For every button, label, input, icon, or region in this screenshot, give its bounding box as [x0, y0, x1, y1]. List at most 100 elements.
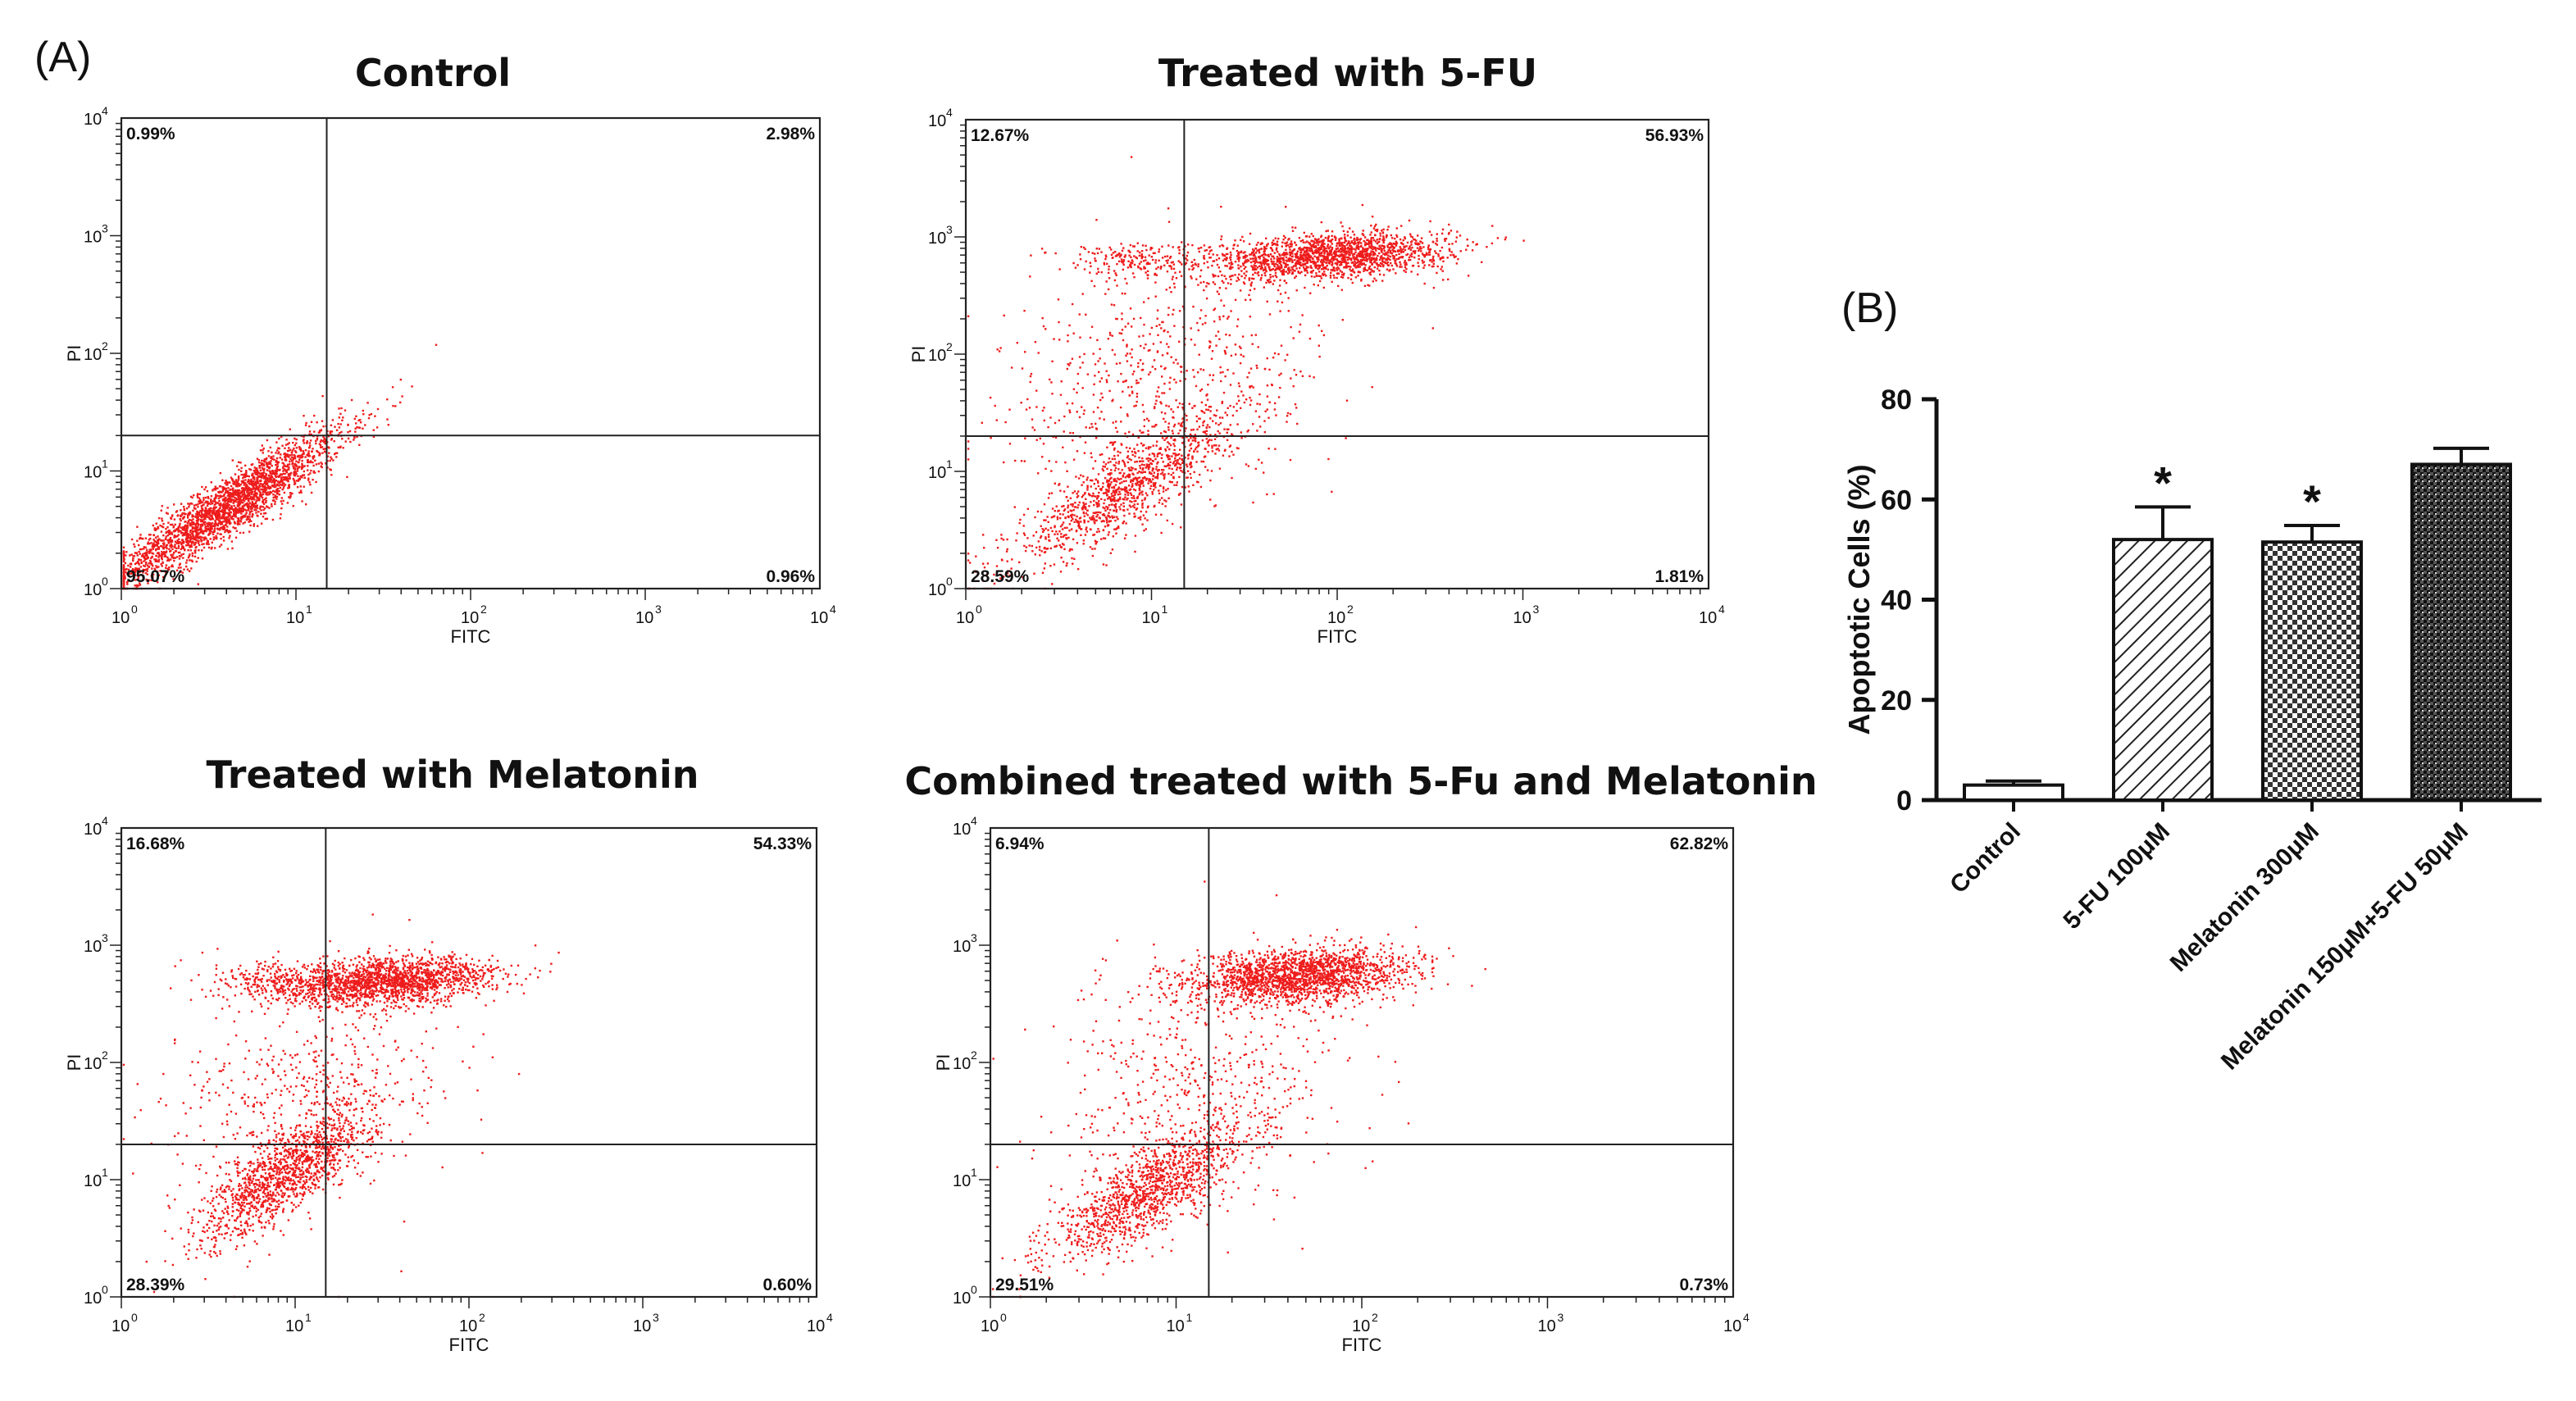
quadrant-lower-left: 95.07% — [126, 567, 185, 586]
y-tick-label: 10 — [953, 1290, 971, 1308]
y-tick-label: 10 — [928, 112, 946, 130]
x-tick-label: 10 — [635, 609, 653, 627]
y-tick-label: 10 — [84, 229, 102, 247]
flow-plot-1: 10 010 010 110 110 210 210 310 310 410 4FITCPI0.99… — [64, 104, 836, 647]
quadrant-lower-left: 28.39% — [126, 1276, 185, 1294]
quadrant-lower-left: 28.59% — [971, 567, 1030, 586]
significance-star: * — [2303, 475, 2321, 527]
bar-chart: 0 20 40 60 80 Apoptotic Cells (%) Control * 5-FU… — [1842, 384, 2542, 1076]
x-tick-label: 10 — [633, 1317, 651, 1335]
plot-frame — [964, 118, 1710, 590]
x-tick-exponent: 0 — [976, 603, 982, 616]
x-tick-label: 10 — [286, 609, 304, 627]
population-scattered — [122, 913, 521, 1299]
x-tick-label: 10 — [810, 609, 828, 627]
x-tick-label: 10 — [461, 609, 479, 627]
x-tick-exponent: 1 — [306, 603, 312, 616]
y-tick-exponent: 2 — [971, 1048, 977, 1062]
population-viable — [122, 343, 438, 590]
category-label: 5-FU 100μM — [2059, 818, 2175, 935]
x-tick-label: 10 — [1538, 1317, 1556, 1335]
bar-3 — [2261, 540, 2363, 802]
y-tick-exponent: 2 — [102, 1048, 108, 1062]
y-tick-exponent: 0 — [102, 1283, 108, 1296]
x-tick-exponent: 0 — [131, 603, 138, 616]
y-tick-label: 10 — [928, 464, 946, 482]
population-late-apoptotic — [1136, 216, 1525, 299]
x-axis-label: FITC — [451, 626, 491, 647]
title-5fu: Treated with 5-FU — [1158, 51, 1538, 95]
x-tick-label: 10 — [112, 609, 130, 627]
x-tick-exponent: 4 — [1718, 603, 1725, 616]
x-tick-exponent: 3 — [1558, 1311, 1564, 1324]
y-axis-label: Apoptotic Cells (%) — [1842, 465, 1876, 735]
x-tick-label: 10 — [981, 1317, 999, 1335]
x-tick-exponent: 2 — [1372, 1311, 1378, 1324]
quadrant-upper-left: 12.67% — [971, 126, 1030, 145]
y-tick-label: 10 — [953, 1172, 971, 1190]
y-tick-label: 10 — [84, 464, 102, 482]
quadrant-upper-left: 6.94% — [995, 835, 1045, 853]
y-tick-exponent: 0 — [946, 575, 953, 588]
flow-plot-4: 10 010 010 110 110 210 210 310 310 410 4FITCPI6.94… — [933, 814, 1750, 1355]
x-tick-label: 10 — [112, 1317, 130, 1335]
x-tick-exponent: 2 — [480, 603, 487, 616]
quadrant-upper-right: 62.82% — [1670, 835, 1729, 853]
y-tick-exponent: 3 — [102, 931, 108, 944]
y-tick-label: 10 — [953, 1055, 971, 1073]
y-tick-exponent: 1 — [946, 457, 953, 471]
y-tick-label: 10 — [84, 1055, 102, 1073]
x-tick-exponent: 0 — [1000, 1311, 1007, 1324]
quadrant-lower-right: 0.60% — [762, 1276, 812, 1294]
panel-label-b: (B) — [1841, 284, 1899, 332]
population-viable — [991, 1073, 1300, 1299]
quadrant-lower-right: 0.73% — [1679, 1276, 1728, 1294]
y-tick-label: 10 — [84, 1290, 102, 1308]
x-axis-label: FITC — [449, 1335, 489, 1355]
x-tick-label: 10 — [1327, 609, 1345, 627]
x-tick-label: 10 — [1723, 1317, 1741, 1335]
y-tick-label: 80 — [1881, 384, 1912, 416]
panel-label-a: (A) — [34, 34, 92, 81]
bar-1 — [1963, 783, 2064, 802]
y-tick-exponent: 4 — [102, 814, 108, 827]
y-tick-exponent: 0 — [102, 575, 108, 588]
y-tick-label: 10 — [928, 347, 946, 365]
y-tick-exponent: 1 — [102, 457, 108, 471]
population-late-apoptotic — [1090, 926, 1486, 1026]
population-viable — [145, 1049, 433, 1294]
quadrant-upper-left: 16.68% — [126, 835, 185, 853]
category-label: Melatonin 150μM+5-FU 50μM — [2216, 818, 2474, 1076]
category-label: Melatonin 300μM — [2165, 818, 2324, 977]
population-viable — [967, 375, 1295, 590]
quadrant-lower-right: 1.81% — [1654, 567, 1704, 586]
x-tick-label: 10 — [1142, 609, 1160, 627]
y-tick-label: 10 — [84, 346, 102, 364]
x-tick-exponent: 4 — [1743, 1311, 1750, 1324]
y-tick-exponent: 3 — [946, 223, 953, 236]
quadrant-lower-left: 29.51% — [995, 1276, 1054, 1294]
quadrant-upper-right: 54.33% — [753, 835, 812, 853]
flow-plot-2: 10 010 010 110 110 210 210 310 310 410 4FITCPI12.6… — [908, 106, 1725, 647]
y-tick-exponent: 3 — [971, 931, 977, 944]
y-tick-exponent: 2 — [102, 339, 108, 353]
y-tick-exponent: 3 — [102, 222, 108, 235]
flow-plot-3: 10 010 010 110 110 210 210 310 310 410 4FITCPI16.6… — [64, 814, 833, 1355]
bar-2 — [2112, 538, 2214, 803]
y-tick-exponent: 4 — [102, 104, 108, 117]
x-tick-exponent: 1 — [1162, 603, 1168, 616]
event-dots — [122, 913, 560, 1299]
x-tick-exponent: 4 — [826, 1311, 833, 1324]
quadrant-upper-right: 2.98% — [766, 125, 815, 143]
x-tick-label: 10 — [807, 1317, 825, 1335]
y-tick-exponent: 2 — [946, 340, 953, 353]
y-tick-label: 10 — [84, 581, 102, 599]
x-tick-label: 10 — [1167, 1317, 1185, 1335]
category-label: Control — [1945, 818, 2026, 899]
x-tick-exponent: 3 — [1533, 603, 1540, 616]
x-tick-exponent: 1 — [305, 1311, 312, 1324]
quadrant-lower-right: 0.96% — [766, 567, 815, 586]
x-tick-exponent: 3 — [653, 1311, 659, 1324]
event-dots — [122, 343, 438, 590]
y-tick-label: 10 — [84, 111, 102, 129]
